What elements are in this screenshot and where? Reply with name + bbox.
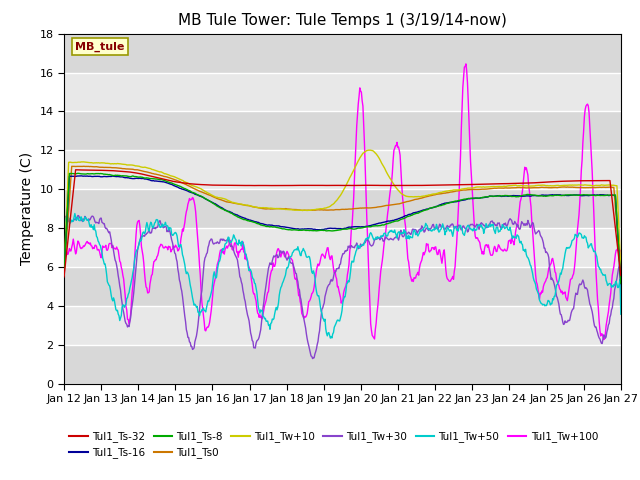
Y-axis label: Temperature (C): Temperature (C) xyxy=(20,152,34,265)
Bar xyxy=(64,111,621,150)
Bar xyxy=(64,228,621,267)
Bar xyxy=(64,34,621,72)
Bar xyxy=(64,306,621,345)
Bar xyxy=(64,345,621,384)
Text: MB_tule: MB_tule xyxy=(75,41,125,52)
Legend: Tul1_Ts-32, Tul1_Ts-16, Tul1_Ts-8, Tul1_Ts0, Tul1_Tw+10, Tul1_Tw+30, Tul1_Tw+50,: Tul1_Ts-32, Tul1_Ts-16, Tul1_Ts-8, Tul1_… xyxy=(69,431,598,458)
Title: MB Tule Tower: Tule Temps 1 (3/19/14-now): MB Tule Tower: Tule Temps 1 (3/19/14-now… xyxy=(178,13,507,28)
Bar xyxy=(64,150,621,189)
Bar xyxy=(64,189,621,228)
Bar xyxy=(64,267,621,306)
Bar xyxy=(64,72,621,111)
